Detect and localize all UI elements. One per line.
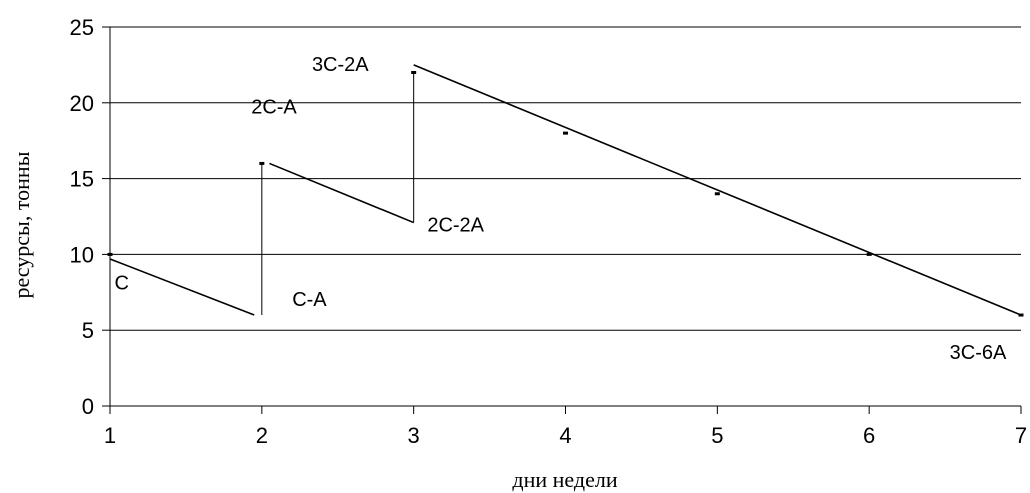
y-tick-label: 15 <box>70 167 94 192</box>
x-tick-label: 3 <box>408 423 420 448</box>
y-tick-label: 25 <box>70 15 94 40</box>
x-axis-title: дни недели <box>512 467 617 492</box>
x-tick-label: 7 <box>1015 423 1027 448</box>
annotation-label: C <box>115 272 129 294</box>
data-point <box>107 252 113 256</box>
series-segment-3 <box>413 64 1022 316</box>
label-layer: 0 5 10 15 20 25 1 2 3 4 5 6 7 C C-A 2C-A 2C-2A 3C-2A 3C-6A <box>70 15 1028 448</box>
y-tick-label: 5 <box>82 318 94 343</box>
x-tick-label: 6 <box>863 423 875 448</box>
series-layer <box>107 64 1024 317</box>
y-tick-label: 10 <box>70 242 94 267</box>
annotation-label: 2C-2A <box>427 215 484 237</box>
y-axis-title: ресурсы, тонны <box>9 151 34 298</box>
annotation-label: C-A <box>292 289 327 311</box>
annotation-label: 3C-6A <box>950 342 1007 364</box>
x-tick-label: 2 <box>256 423 268 448</box>
data-point <box>259 161 265 165</box>
data-point <box>563 131 568 135</box>
data-point <box>411 70 417 74</box>
axis-layer <box>102 26 1022 414</box>
x-tick-label: 1 <box>104 423 116 448</box>
data-point <box>714 192 720 196</box>
annotation-label: 3C-2A <box>312 54 369 76</box>
y-tick-label: 20 <box>70 91 94 116</box>
series-segment-2 <box>269 162 414 224</box>
y-tick-label: 0 <box>82 394 94 419</box>
annotation-label: 2C-A <box>251 96 297 118</box>
data-point <box>866 252 872 256</box>
x-tick-label: 4 <box>559 423 571 448</box>
grid-layer <box>110 26 1021 331</box>
x-tick-label: 5 <box>711 423 723 448</box>
data-point <box>1018 313 1024 317</box>
series-segment-1 <box>109 258 255 316</box>
